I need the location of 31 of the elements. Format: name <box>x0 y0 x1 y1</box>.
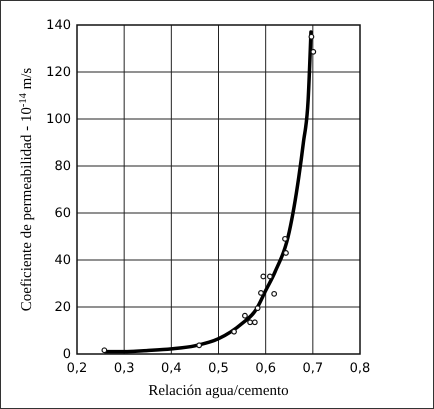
point <box>308 34 314 40</box>
x-tick-label: 0,2 <box>66 361 88 376</box>
x-tick-label: 0,8 <box>350 361 370 376</box>
x-axis-title: Relación agua/cemento <box>148 383 289 399</box>
x-tick-label: 0,3 <box>114 361 135 376</box>
point <box>271 290 278 297</box>
point <box>252 319 258 326</box>
y-tick-label: 100 <box>46 112 71 127</box>
y-tick-label: 140 <box>46 18 71 33</box>
y-tick-label: 80 <box>54 159 71 174</box>
y-tick-label: 20 <box>54 300 71 315</box>
y-tick-label: 0 <box>62 347 71 362</box>
y-tick-label: 40 <box>54 253 71 268</box>
point <box>254 305 261 312</box>
x-tick-label: 0,7 <box>302 361 324 376</box>
x-tick-label: 0,6 <box>255 361 276 376</box>
y-tick-label: 60 <box>54 206 71 221</box>
point <box>101 347 108 354</box>
y-tick-label: 120 <box>46 65 71 80</box>
point <box>283 250 289 256</box>
point <box>282 236 288 242</box>
point <box>258 290 264 296</box>
point <box>196 342 202 348</box>
point <box>310 48 316 55</box>
point <box>247 319 253 326</box>
point <box>260 274 266 280</box>
point <box>231 328 237 335</box>
point <box>267 274 273 280</box>
x-tick-label: 0,4 <box>160 361 182 376</box>
point <box>242 312 248 319</box>
x-tick-label: 0,5 <box>208 361 229 376</box>
